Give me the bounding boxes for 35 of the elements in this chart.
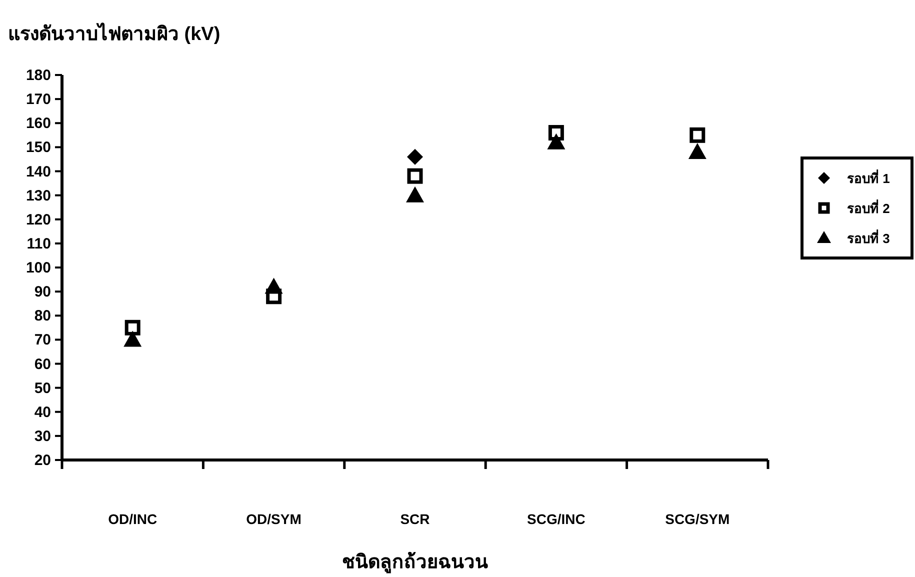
x-tick-label: OD/INC: [108, 511, 158, 527]
legend-label: รอบที่ 3: [847, 229, 890, 246]
y-tick-label: 180: [26, 67, 51, 84]
point: [690, 127, 706, 143]
y-tick-label: 30: [34, 428, 51, 445]
y-tick-label: 150: [26, 139, 51, 156]
point: [264, 278, 283, 294]
x-tick-label: OD/SYM: [246, 511, 302, 527]
y-tick-label: 140: [26, 163, 51, 180]
point: [547, 133, 566, 150]
legend-label: รอบที่ 2: [847, 199, 890, 216]
y-tick-label: 90: [34, 284, 51, 301]
legend-label: รอบที่ 1: [847, 169, 890, 186]
y-tick-label: 110: [26, 235, 51, 252]
point: [124, 330, 142, 347]
point: [688, 143, 706, 159]
point: [124, 320, 140, 336]
y-tick-label: 50: [34, 380, 51, 397]
y-tick-label: 20: [34, 452, 51, 469]
x-tick-label: SCG/SYM: [665, 511, 730, 527]
y-tick-label: 70: [34, 332, 51, 349]
y-tick-label: 120: [26, 211, 51, 228]
x-axis-title: ชนิดลูกถ้วยฉนวน: [342, 551, 488, 574]
y-tick-label: 130: [26, 187, 51, 204]
y-tick-label: 100: [26, 260, 51, 276]
x-tick-label: SCG/INC: [527, 511, 586, 527]
y-axis-title: แรงดันวาบไฟตามผิว (kV): [8, 22, 220, 45]
point: [407, 168, 423, 184]
y-tick-label: 170: [26, 91, 51, 108]
y-tick-label: 60: [34, 356, 51, 373]
y-tick-label: 160: [26, 115, 51, 132]
x-tick-label: SCR: [400, 511, 430, 527]
y-tick-label: 40: [34, 404, 51, 421]
y-tick-label: 80: [34, 308, 51, 325]
point: [406, 186, 424, 202]
